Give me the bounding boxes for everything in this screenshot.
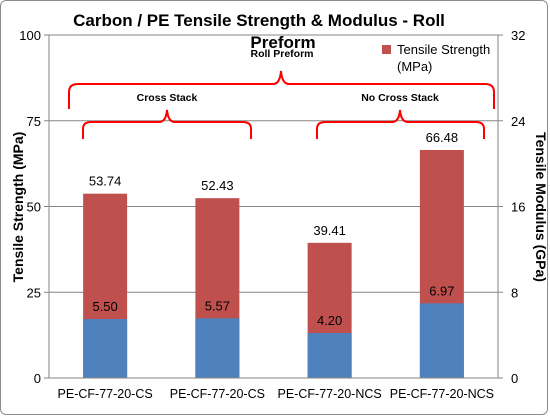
legend-label-line1: Tensile Strength	[397, 42, 490, 57]
x-category-label: PE-CF-77-20-NCS	[278, 387, 382, 401]
y2-tick-label: 32	[511, 28, 525, 43]
legend-swatch	[382, 45, 391, 54]
chart-title-line2: Preform	[250, 33, 315, 52]
strength-value-label: 52.43	[201, 178, 234, 193]
data-labels-group: 53.74 5.50 52.43 5.57 39.41 4.20 66.48 6.97	[89, 130, 458, 328]
strength-value-label: 53.74	[89, 174, 122, 189]
legend: Tensile Strength (MPa)	[382, 42, 490, 74]
modulus-value-label: 6.97	[429, 283, 454, 298]
strength-value-label: 39.41	[313, 223, 346, 238]
x-axis-categories: PE-CF-77-20-CS PE-CF-77-20-CS PE-CF-77-20-…	[58, 387, 494, 401]
modulus-bar	[83, 319, 128, 378]
right-brace-label: No Cross Stack	[361, 92, 439, 104]
modulus-value-label: 4.20	[317, 313, 342, 328]
chart-title-line1: Carbon / PE Tensile Strength & Modulus -…	[73, 11, 445, 30]
y2-axis-ticks: 0 8 16 24 32	[511, 28, 525, 386]
y2-axis-title: Tensile Modulus (GPa)	[533, 132, 549, 282]
outer-brace	[68, 70, 495, 109]
bars-group	[83, 149, 464, 378]
x-category-label: PE-CF-77-20-CS	[58, 387, 153, 401]
strength-value-label: 66.48	[426, 130, 459, 145]
outer-brace-label: Roll Preform	[250, 48, 313, 60]
group-braces	[68, 70, 495, 139]
y-tick-label: 0	[34, 371, 41, 386]
modulus-bar	[307, 332, 352, 378]
left-brace-label: Cross Stack	[137, 92, 198, 104]
modulus-value-label: 5.50	[92, 299, 117, 314]
y-axis-title: Tensile Strength (MPa)	[10, 132, 26, 283]
y2-tick-label: 8	[511, 285, 518, 300]
y-axis-ticks: 0 25 50 75 100	[19, 28, 41, 386]
y-tick-label: 50	[27, 200, 41, 215]
modulus-bar	[419, 303, 464, 378]
y-tick-label: 75	[27, 114, 41, 129]
y2-tick-label: 16	[511, 200, 525, 215]
modulus-bar	[195, 318, 240, 378]
y-tick-label: 25	[27, 285, 41, 300]
right-brace	[316, 109, 485, 139]
x-category-label: PE-CF-77-20-CS	[170, 387, 265, 401]
legend-label-line2: (MPa)	[397, 59, 432, 74]
modulus-value-label: 5.57	[205, 298, 230, 313]
left-brace	[82, 109, 252, 139]
x-category-label: PE-CF-77-20-NCS	[390, 387, 494, 401]
y-tick-label: 100	[19, 28, 41, 43]
y2-tick-label: 24	[511, 114, 525, 129]
y2-tick-label: 0	[511, 371, 518, 386]
